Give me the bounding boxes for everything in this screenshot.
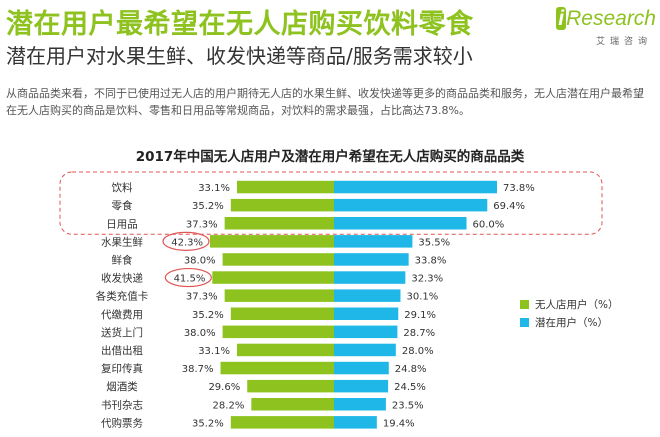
value-label-potential: 35.5% — [418, 237, 450, 248]
category-label: 收发快递 — [101, 272, 143, 285]
value-label-potential: 19.4% — [383, 418, 415, 429]
value-label-existing: 29.6% — [208, 382, 240, 393]
value-label-existing: 42.3% — [171, 237, 203, 248]
bar-potential — [334, 343, 396, 357]
bar-potential — [334, 325, 398, 339]
bar-existing — [247, 379, 334, 393]
highlight-frame — [59, 171, 603, 235]
brand-logo: iResearch 艾瑞咨询 — [556, 4, 656, 54]
brand-name: iResearch — [556, 7, 656, 31]
brand-prefix: i — [556, 7, 567, 30]
chart-legend: 无人店用户（%） 潜在用户（%） — [520, 295, 618, 331]
page-title: 潜在用户最希望在无人店购买饮料零食 — [6, 9, 474, 40]
legend-label-potential: 潜在用户（%） — [535, 316, 608, 329]
value-label-potential: 29.1% — [404, 310, 436, 321]
category-label: 出借出租 — [101, 344, 143, 357]
bar-existing — [220, 361, 334, 375]
value-label-existing: 33.1% — [198, 346, 230, 357]
bar-potential — [334, 289, 401, 302]
category-label: 水果生鲜 — [101, 235, 143, 248]
bar-existing — [230, 198, 334, 212]
value-label-potential: 24.8% — [395, 364, 427, 375]
value-label-potential: 23.5% — [392, 400, 424, 411]
value-label-potential: 28.0% — [402, 346, 434, 357]
category-label: 代购票务 — [101, 416, 143, 429]
value-label-potential: 32.3% — [411, 274, 443, 285]
bar-potential — [334, 398, 386, 411]
page-subtitle: 潜在用户对水果生鲜、收发快递等商品/服务需求较小 — [6, 44, 473, 68]
category-label: 复印传真 — [101, 362, 143, 375]
value-label-potential: 28.7% — [403, 328, 435, 339]
category-label: 烟酒类 — [106, 380, 138, 393]
value-label-potential: 60.0% — [473, 219, 505, 230]
value-label-potential: 24.5% — [394, 382, 426, 393]
legend-swatch-potential — [520, 317, 529, 327]
bar-potential — [334, 180, 497, 194]
value-label-existing: 38.7% — [182, 364, 214, 375]
legend-item-existing: 无人店用户（%） — [520, 295, 618, 313]
bar-existing — [222, 253, 334, 266]
value-label-existing: 38.0% — [184, 255, 216, 266]
category-label: 代缴费用 — [101, 308, 143, 321]
highlight-circle — [162, 231, 210, 251]
category-label: 各类充值卡 — [96, 290, 149, 303]
category-label: 送货上门 — [101, 326, 143, 339]
bar-existing — [224, 289, 334, 302]
bar-potential — [334, 253, 409, 266]
bar-existing — [236, 180, 334, 194]
bar-existing — [210, 235, 334, 248]
value-label-existing: 35.2% — [192, 201, 224, 212]
bar-existing — [251, 398, 334, 411]
legend-label-existing: 无人店用户（%） — [535, 298, 619, 311]
bar-potential — [334, 217, 467, 230]
value-label-potential: 33.8% — [415, 255, 447, 266]
bar-potential — [334, 235, 413, 248]
bar-potential — [334, 379, 389, 393]
description-text: 从商品品类来看，不同于已使用过无人店的用户期待无人店的水果生鲜、收发快递等更多的… — [6, 87, 644, 117]
brand-subtitle: 艾瑞咨询 — [595, 37, 652, 47]
bar-existing — [230, 307, 334, 320]
category-label: 零食 — [112, 199, 133, 212]
bar-potential — [334, 307, 399, 320]
category-label: 日用品 — [106, 218, 138, 230]
bar-potential — [334, 271, 406, 284]
value-label-existing: 35.2% — [192, 418, 224, 429]
value-label-potential: 69.4% — [493, 201, 525, 212]
category-label: 书刊杂志 — [101, 398, 143, 411]
brand-name-text: Research — [566, 7, 656, 30]
bar-existing — [236, 343, 334, 357]
bar-existing — [212, 271, 334, 284]
bar-existing — [222, 325, 334, 339]
value-label-existing: 33.1% — [198, 183, 230, 194]
highlight-circle — [164, 267, 212, 288]
value-label-existing: 41.5% — [174, 274, 206, 285]
value-label-potential: 73.8% — [503, 183, 535, 194]
chart-title: 2017年中国无人店用户及潜在用户希望在无人店购买的商品品类 — [135, 149, 525, 165]
category-label: 饮料 — [112, 181, 133, 194]
bar-potential — [334, 361, 389, 375]
value-label-potential: 30.1% — [406, 292, 438, 303]
value-label-existing: 37.3% — [186, 219, 218, 230]
bar-existing — [224, 217, 334, 230]
value-label-existing: 38.0% — [184, 328, 216, 339]
bar-existing — [230, 416, 334, 429]
value-label-existing: 37.3% — [186, 292, 218, 303]
bar-potential — [334, 416, 377, 429]
legend-swatch-existing — [520, 299, 529, 309]
value-label-existing: 35.2% — [192, 310, 224, 321]
category-label: 鲜食 — [112, 253, 133, 266]
value-label-existing: 28.2% — [213, 400, 245, 411]
legend-item-potential: 潜在用户（%） — [520, 313, 618, 331]
bar-potential — [334, 198, 488, 212]
